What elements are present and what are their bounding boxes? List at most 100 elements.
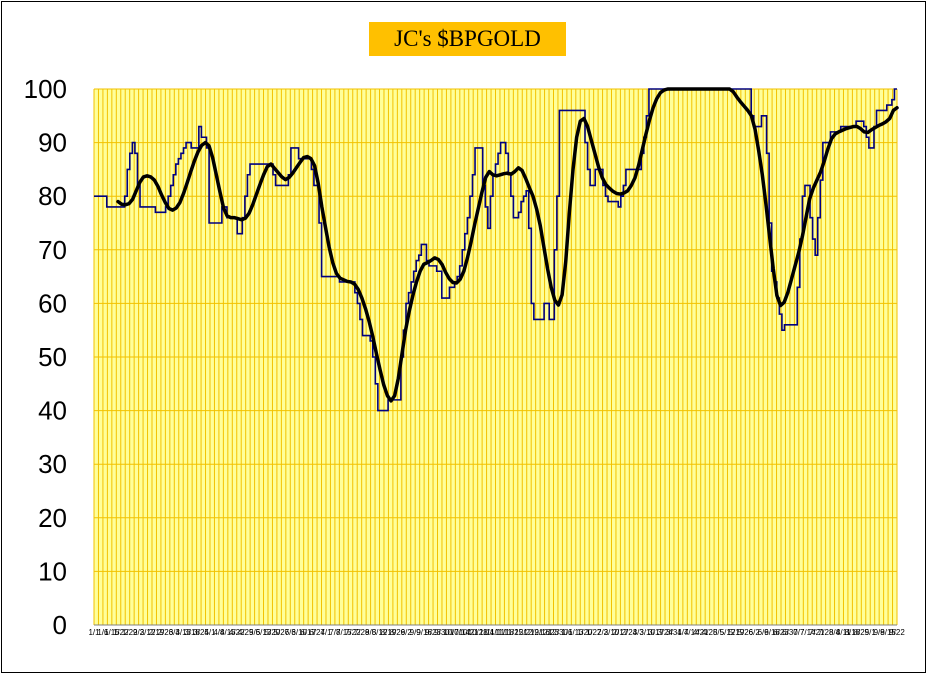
y-tick-label: 50 bbox=[38, 342, 67, 372]
x-tick-label: 3/18 bbox=[184, 628, 200, 637]
x-tick-label: 2/10 bbox=[604, 628, 620, 637]
y-tick-label: 100 bbox=[24, 74, 67, 104]
x-tick-label: 2/26 bbox=[158, 628, 174, 637]
x-tick-label: 1/22 bbox=[113, 628, 129, 637]
x-tick-label: 8/5 bbox=[365, 628, 377, 637]
x-tick-label: 5/5 bbox=[713, 628, 725, 637]
y-tick-label: 30 bbox=[38, 449, 67, 479]
x-tick-label: 3/17 bbox=[648, 628, 664, 637]
y-tick-label: 90 bbox=[38, 128, 67, 158]
x-tick-label: 9/2 bbox=[401, 628, 413, 637]
x-tick-label: 8/11 bbox=[836, 628, 852, 637]
x-tick-label: 8/26 bbox=[390, 628, 406, 637]
x-tick-label: 1/6 bbox=[97, 628, 109, 637]
x-tick-label: 2/12 bbox=[140, 628, 156, 637]
x-tick-label: 11/4 bbox=[479, 628, 495, 637]
x-tick-label: 7/1 bbox=[320, 628, 332, 637]
x-tick-label: 5/20 bbox=[265, 628, 281, 637]
x-tick-label: 6/9 bbox=[758, 628, 770, 637]
x-tick-label: 5/26 bbox=[738, 628, 754, 637]
x-tick-label: 12/30 bbox=[548, 628, 569, 637]
x-tick-label: 12/9 bbox=[523, 628, 539, 637]
series-layer bbox=[94, 87, 899, 412]
x-tick-label: 12/23 bbox=[539, 628, 560, 637]
x-tick-label: 11/25 bbox=[504, 628, 524, 637]
x-tick-label: 10/28 bbox=[468, 628, 489, 637]
x-tick-label: 6/16 bbox=[764, 628, 780, 637]
x-tick-label: 1/29 bbox=[122, 628, 138, 637]
x-tick-label: 12/2 bbox=[514, 628, 530, 637]
x-tick-label: 3/24 bbox=[657, 628, 673, 637]
x-tick-label: 9/22 bbox=[889, 628, 905, 637]
x-tick-label: 8/12 bbox=[372, 628, 388, 637]
y-tick-label: 40 bbox=[38, 396, 67, 426]
x-tick-label: 9/30 bbox=[434, 628, 450, 637]
x-tick-label: 9/16 bbox=[416, 628, 432, 637]
x-tick-label: 9/1 bbox=[865, 628, 877, 637]
x-tick-label: 6/10 bbox=[291, 628, 307, 637]
y-tick-label: 10 bbox=[38, 556, 67, 586]
x-tick-label: 1/13 bbox=[568, 628, 584, 637]
x-tick-label: 10/7 bbox=[443, 628, 459, 637]
x-tick-label: 7/7 bbox=[793, 628, 805, 637]
x-tick-label: 3/10 bbox=[639, 628, 655, 637]
x-tick-label: 2/17 bbox=[613, 628, 629, 637]
chart-title: JC's $BPGOLD bbox=[369, 22, 566, 56]
x-tick-label: 8/25 bbox=[854, 628, 870, 637]
x-tick-label: 4/1 bbox=[204, 628, 216, 637]
x-tick-label: 1/15 bbox=[104, 628, 120, 637]
x-tick-label: 1/1 bbox=[88, 628, 100, 637]
x-tick-label: 2/3 bbox=[597, 628, 609, 637]
x-tick-label: 9/8 bbox=[874, 628, 886, 637]
y-tick-label: 60 bbox=[38, 288, 67, 318]
x-tick-label: 8/18 bbox=[845, 628, 861, 637]
y-tick-label: 70 bbox=[38, 235, 67, 265]
x-tick-label: 11/11 bbox=[486, 628, 505, 637]
x-tick-label: 3/31 bbox=[666, 628, 682, 637]
x-tick-label: 3/25 bbox=[193, 628, 209, 637]
x-tick-label: 12/16 bbox=[530, 628, 551, 637]
x-tick-label: 3/4 bbox=[169, 628, 181, 637]
x-tick-label: 5/6 bbox=[249, 628, 261, 637]
x-tick-label: 4/15 bbox=[220, 628, 236, 637]
x-tick-label: 10/21 bbox=[459, 628, 480, 637]
x-tick-label: 6/24 bbox=[309, 628, 325, 637]
x-tick-label: 2/24 bbox=[622, 628, 638, 637]
x-tick-label: 6/30 bbox=[782, 628, 798, 637]
x-tick-label: 10/14 bbox=[450, 628, 471, 637]
x-tick-label: 6/2 bbox=[749, 628, 761, 637]
x-tick-label: 7/15 bbox=[336, 628, 352, 637]
x-tick-label: 7/28 bbox=[818, 628, 834, 637]
y-tick-label: 0 bbox=[53, 610, 67, 640]
x-tick-label: 4/22 bbox=[229, 628, 245, 637]
x-tick-label: 2/3 bbox=[133, 628, 145, 637]
x-tick-label: 3/3 bbox=[633, 628, 645, 637]
x-tick-label: 8/4 bbox=[829, 628, 841, 637]
series-line-smoothed bbox=[116, 87, 899, 403]
x-tick-label: 6/17 bbox=[300, 628, 316, 637]
y-tick-label: 20 bbox=[38, 503, 67, 533]
x-tick-label: 1/27 bbox=[586, 628, 602, 637]
y-axis-ticks: 0 10 20 30 40 50 60 70 80 90 100 bbox=[24, 74, 67, 640]
x-tick-label: 1/20 bbox=[577, 628, 593, 637]
x-tick-label: 5/19 bbox=[729, 628, 745, 637]
y-tick-label: 80 bbox=[38, 181, 67, 211]
x-tick-label: 3/13 bbox=[175, 628, 191, 637]
x-tick-label: 8/19 bbox=[381, 628, 397, 637]
x-tick-label: 4/14 bbox=[684, 628, 700, 637]
x-tick-label: 7/21 bbox=[809, 628, 825, 637]
x-tick-label: 9/15 bbox=[880, 628, 896, 637]
x-tick-label: 7/22 bbox=[345, 628, 361, 637]
x-tick-label: 5/13 bbox=[256, 628, 272, 637]
x-tick-label: 4/21 bbox=[693, 628, 709, 637]
x-tick-label: 5/12 bbox=[720, 628, 736, 637]
series-line-raw bbox=[94, 88, 897, 412]
x-tick-label: 6/23 bbox=[773, 628, 789, 637]
x-tick-label: 6/3 bbox=[285, 628, 297, 637]
x-tick-label: 5/27 bbox=[274, 628, 290, 637]
x-tick-label: 9/9 bbox=[410, 628, 422, 637]
x-axis-ticks: 1/11/61/151/221/292/32/122/192/263/43/13… bbox=[88, 628, 905, 637]
x-tick-label: 4/28 bbox=[702, 628, 718, 637]
x-tick-label: 11/18 bbox=[495, 628, 515, 637]
